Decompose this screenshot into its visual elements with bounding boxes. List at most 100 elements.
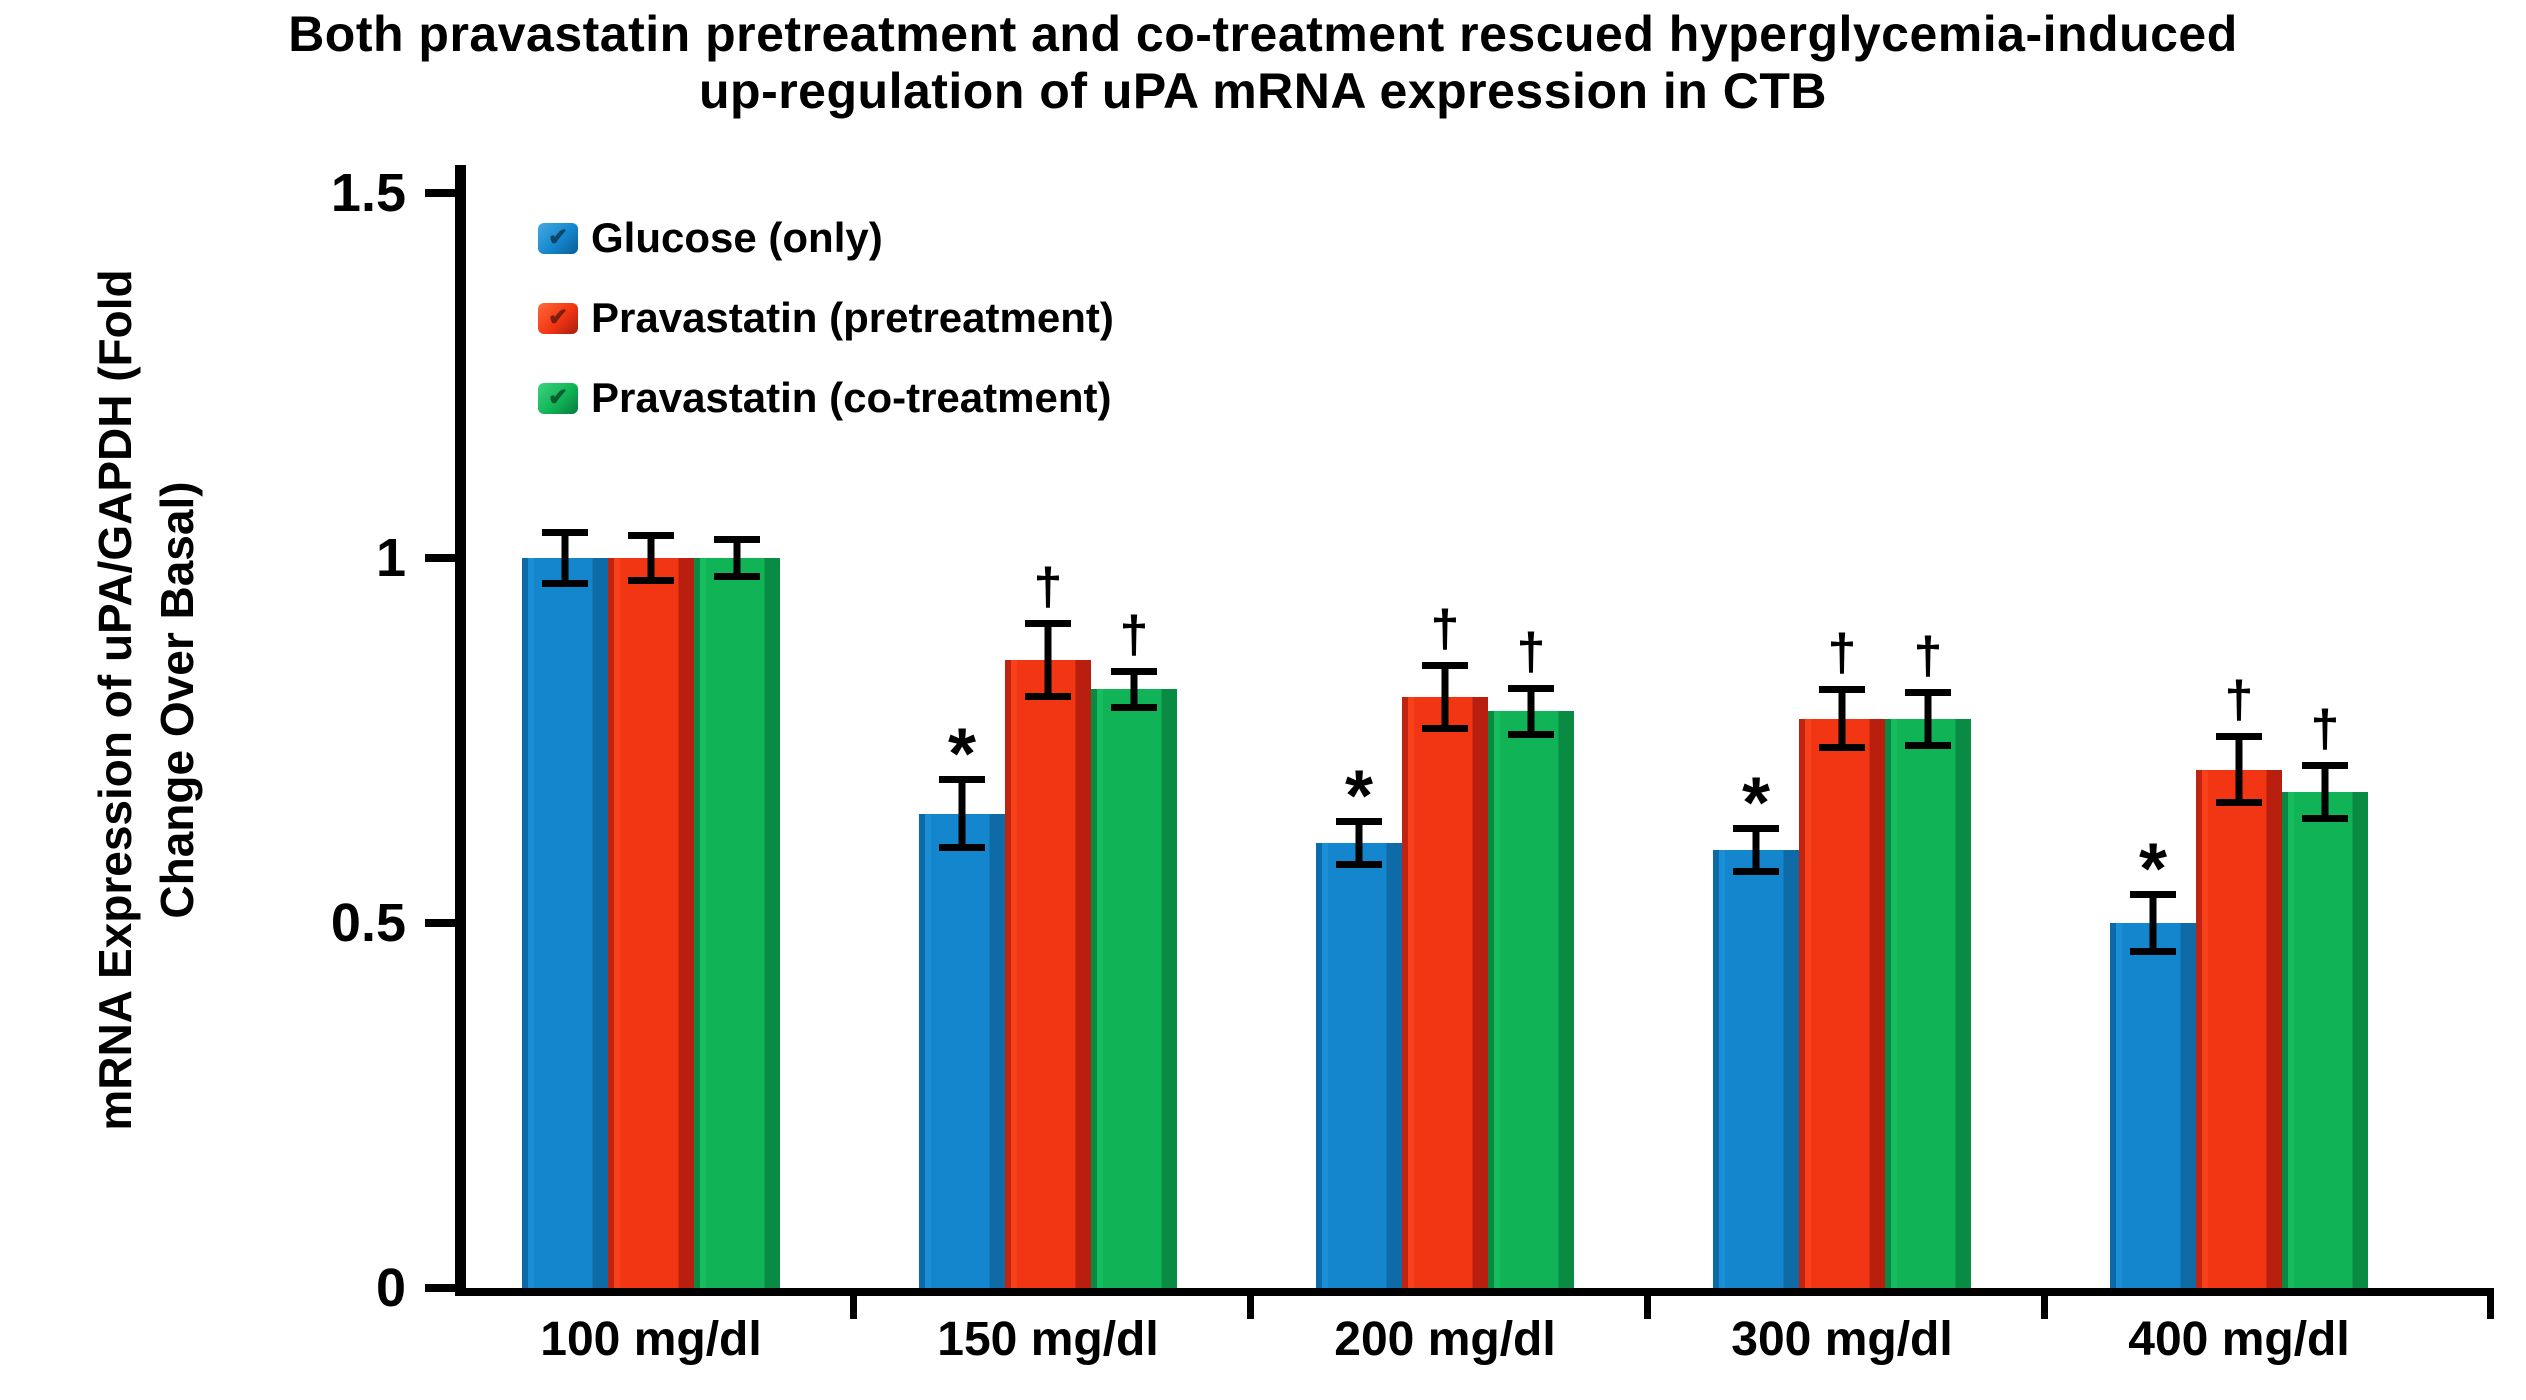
- y-axis-title-line-2: Change Over Basal): [151, 481, 203, 919]
- error-bar-cap-bottom: [1508, 730, 1554, 738]
- chart-title-line-1: Both pravastatin pretreatment and co-tre…: [288, 6, 2238, 62]
- error-bar-cap-top: [1508, 685, 1554, 693]
- error-bar-0-2: [1336, 817, 1382, 868]
- significance-marker-dagger-3-1: †: [1827, 623, 1857, 682]
- x-tick-0: [850, 1295, 857, 1319]
- y-tick-label-0.5: 0.5: [330, 893, 406, 953]
- check-icon: ✔: [547, 224, 569, 251]
- bar-glucose-only--400-mg-dl: [2110, 923, 2196, 1288]
- legend-item-0: ✔ Glucose (only): [538, 198, 1114, 278]
- error-bar-cap-bottom: [2130, 948, 2176, 956]
- error-bar-cap-top: [1336, 817, 1382, 825]
- bar-pravastatin-pretreatment--150-mg-dl: [1005, 660, 1091, 1288]
- x-category-label-200-mg-dl: 200 mg/dl: [1334, 1313, 1556, 1366]
- error-bar-stem: [2321, 761, 2329, 822]
- error-bar-stem: [647, 532, 655, 584]
- error-bar-2-2: [1508, 685, 1554, 738]
- bar-pravastatin-co-treatment--200-mg-dl: [1488, 711, 1574, 1288]
- error-bar-1-1: [1025, 620, 1071, 701]
- error-bar-cap-top: [1422, 661, 1468, 669]
- error-bar-stem: [561, 528, 569, 588]
- error-bar-cap-top: [939, 775, 985, 783]
- x-tick-2: [1644, 1295, 1651, 1319]
- error-bar-cap-top: [1819, 685, 1865, 693]
- error-bar-cap-bottom: [1819, 744, 1865, 752]
- error-bar-cap-top: [714, 536, 760, 544]
- plot-area: * † † * † † * † † * † †: [425, 165, 2494, 1319]
- error-bar-stem: [1527, 685, 1535, 738]
- error-bar-2-3: [1905, 688, 1951, 749]
- significance-marker-asterisk-3-0: *: [1741, 763, 1771, 844]
- x-category-label-300-mg-dl: 300 mg/dl: [1731, 1313, 1953, 1366]
- error-bar-cap-bottom: [542, 580, 588, 588]
- legend-label: Glucose (only): [591, 214, 883, 261]
- bar-pravastatin-co-treatment--300-mg-dl: [1885, 718, 1971, 1288]
- bar-pravastatin-pretreatment--300-mg-dl: [1799, 718, 1885, 1288]
- significance-marker-dagger-4-1: †: [2224, 671, 2254, 730]
- error-bar-cap-top: [1733, 825, 1779, 833]
- y-axis-title-line-1: mRNA Expression of uPA/GAPDH (Fold: [89, 269, 141, 1131]
- error-bar-cap-bottom: [1422, 724, 1468, 732]
- error-bar-cap-bottom: [2216, 799, 2262, 807]
- check-icon: ✔: [547, 384, 569, 411]
- check-icon: ✔: [547, 304, 569, 331]
- error-bar-stem: [1752, 825, 1760, 875]
- significance-marker-dagger-3-2: †: [1913, 626, 1943, 685]
- error-bar-stem: [1130, 667, 1138, 712]
- x-tick-1: [1247, 1295, 1254, 1319]
- significance-marker-asterisk-1-0: *: [947, 714, 977, 795]
- bar-pravastatin-co-treatment--100-mg-dl: [694, 558, 780, 1288]
- error-bar-cap-top: [1025, 620, 1071, 628]
- error-bar-cap-bottom: [1733, 867, 1779, 875]
- error-bar-cap-bottom: [939, 844, 985, 852]
- legend-item-2: ✔ Pravastatin (co-treatment): [538, 358, 1114, 438]
- error-bar-stem: [1838, 685, 1846, 752]
- x-category-label-150-mg-dl: 150 mg/dl: [937, 1313, 1159, 1366]
- error-bar-stem: [1441, 661, 1449, 732]
- bar-pravastatin-pretreatment--200-mg-dl: [1402, 696, 1488, 1288]
- bar-pravastatin-co-treatment--150-mg-dl: [1091, 689, 1177, 1288]
- error-bar-2-1: [1111, 667, 1157, 712]
- error-bar-0-0: [542, 528, 588, 588]
- y-tick-0.5: [425, 919, 455, 927]
- error-bar-stem: [1044, 620, 1052, 701]
- significance-marker-dagger-2-1: †: [1430, 599, 1460, 658]
- significance-marker-dagger-1-1: †: [1033, 558, 1063, 617]
- chart-title: Both pravastatin pretreatment and co-tre…: [0, 6, 2526, 120]
- error-bar-cap-bottom: [1905, 741, 1951, 749]
- error-bar-1-4: [2216, 733, 2262, 807]
- bar-glucose-only--100-mg-dl: [522, 558, 608, 1288]
- error-bar-1-3: [1819, 685, 1865, 752]
- error-bar-cap-bottom: [1336, 860, 1382, 868]
- x-tick-3: [2041, 1295, 2048, 1319]
- x-category-label-400-mg-dl: 400 mg/dl: [2128, 1313, 2350, 1366]
- error-bar-stem: [733, 536, 741, 580]
- error-bar-stem: [2235, 733, 2243, 807]
- error-bar-cap-top: [1905, 688, 1951, 696]
- error-bar-cap-bottom: [1111, 704, 1157, 712]
- legend-item-1: ✔ Pravastatin (pretreatment): [538, 278, 1114, 358]
- error-bar-cap-bottom: [714, 572, 760, 580]
- y-tick-1.5: [425, 189, 455, 197]
- error-bar-stem: [958, 775, 966, 852]
- error-bar-cap-top: [2130, 890, 2176, 898]
- error-bar-2-4: [2302, 761, 2348, 822]
- significance-marker-asterisk-2-0: *: [1344, 756, 1374, 837]
- bar-glucose-only--300-mg-dl: [1713, 850, 1799, 1288]
- bar-glucose-only--150-mg-dl: [919, 813, 1005, 1288]
- x-category-label-100-mg-dl: 100 mg/dl: [540, 1313, 762, 1366]
- y-tick-label-0: 0: [375, 1258, 406, 1318]
- chart-title-line-2: up-regulation of uPA mRNA expression in …: [698, 63, 1828, 119]
- bar-glucose-only--200-mg-dl: [1316, 842, 1402, 1288]
- y-tick-0: [425, 1284, 455, 1292]
- legend: ✔ Glucose (only) ✔ Pravastatin (pretreatmen…: [538, 198, 1114, 438]
- legend-label: Pravastatin (pretreatment): [591, 294, 1114, 341]
- significance-marker-asterisk-4-0: *: [2138, 829, 2168, 910]
- error-bar-2-0: [714, 536, 760, 580]
- legend-swatch-icon: ✔: [538, 302, 578, 334]
- error-bar-stem: [1355, 817, 1363, 868]
- significance-marker-dagger-4-2: †: [2310, 699, 2340, 758]
- error-bar-cap-top: [2302, 761, 2348, 769]
- legend-swatch-icon: ✔: [538, 382, 578, 414]
- bar-pravastatin-pretreatment--100-mg-dl: [608, 558, 694, 1288]
